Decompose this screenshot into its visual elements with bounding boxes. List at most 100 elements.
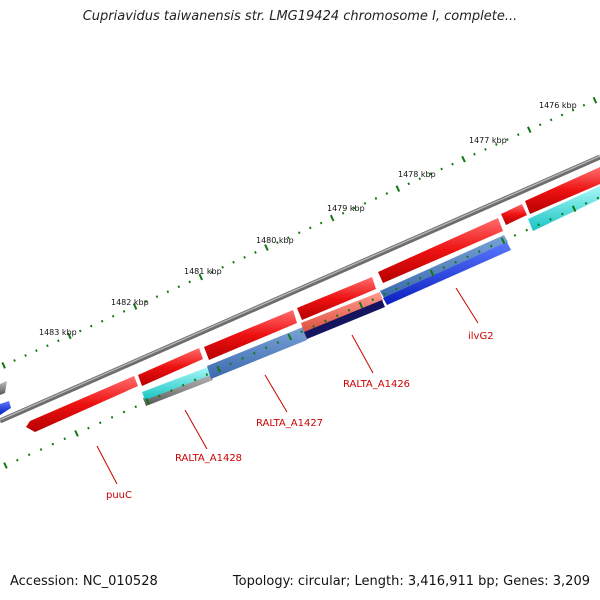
inner-minor-tick xyxy=(584,201,588,205)
kbp-label-1476: 1476 kbp xyxy=(539,101,577,110)
outer-major-tick xyxy=(264,244,269,251)
outer-minor-tick xyxy=(144,300,148,303)
cds-arrow-5[interactable] xyxy=(501,204,527,225)
outer-minor-tick xyxy=(571,108,575,112)
topology-summary: Topology: circular; Length: 3,416,911 bp… xyxy=(232,574,590,589)
inner-minor-tick xyxy=(383,292,386,296)
leader-RALTA_A1426 xyxy=(351,334,374,374)
blue-feature-ilvG2[interactable] xyxy=(383,242,511,305)
outer-minor-tick xyxy=(287,236,290,240)
outer-minor-tick xyxy=(13,359,16,362)
inner-major-tick xyxy=(74,430,79,437)
inner-minor-tick xyxy=(596,196,600,200)
inner-minor-tick xyxy=(27,453,31,457)
gene-label-RALTA_A1428[interactable]: RALTA_A1428 xyxy=(175,453,242,464)
inner-minor-tick xyxy=(442,266,446,269)
inner-minor-tick xyxy=(241,357,244,360)
kbp-label-1482: 1482 kbp xyxy=(111,298,149,307)
outer-major-tick xyxy=(67,332,72,340)
inner-minor-tick xyxy=(158,394,161,398)
inner-minor-tick xyxy=(181,383,185,387)
inner-major-tick xyxy=(3,462,8,469)
leader-puuC xyxy=(96,445,118,485)
outer-minor-tick xyxy=(100,319,104,323)
inner-minor-tick xyxy=(122,410,126,414)
outer-minor-tick xyxy=(341,211,345,215)
inner-minor-tick xyxy=(347,308,351,312)
cds-arrow-3[interactable] xyxy=(297,277,376,320)
cds-arrow-1[interactable] xyxy=(138,348,203,386)
inner-major-tick xyxy=(287,333,293,341)
cds-arrow-2[interactable] xyxy=(204,310,297,360)
inner-minor-tick xyxy=(489,244,493,248)
inner-minor-tick xyxy=(264,346,268,350)
outer-minor-tick xyxy=(35,349,38,352)
inner-minor-tick xyxy=(537,223,540,227)
inner-minor-tick xyxy=(371,298,375,301)
outer-minor-tick xyxy=(78,329,82,333)
cyan-feature-right-edge[interactable] xyxy=(528,186,600,231)
gene-label-puuC[interactable]: puuC xyxy=(106,490,132,501)
gene-label-ilvG2[interactable]: ilvG2 xyxy=(468,331,494,342)
inner-minor-tick xyxy=(418,276,422,280)
reverse-strand-genes xyxy=(142,186,600,406)
outer-minor-tick xyxy=(538,123,542,127)
outer-minor-tick xyxy=(254,251,257,254)
outer-minor-tick xyxy=(516,133,520,136)
outer-major-tick xyxy=(395,185,401,193)
inner-minor-tick xyxy=(395,287,398,291)
outer-minor-tick xyxy=(210,270,213,274)
outer-minor-tick xyxy=(385,192,389,195)
outer-minor-tick xyxy=(24,354,27,357)
inner-major-tick xyxy=(145,397,150,405)
navy-feature-1426[interactable] xyxy=(304,300,385,339)
inner-major-tick xyxy=(500,237,506,245)
chromosome-backbone xyxy=(0,154,600,424)
outer-minor-tick xyxy=(57,339,60,343)
gene-label-RALTA_A1427[interactable]: RALTA_A1427 xyxy=(256,418,323,429)
kbp-label-1481: 1481 kbp xyxy=(184,267,222,276)
kbp-label-1477: 1477 kbp xyxy=(469,136,507,145)
cds-arrow-puuC[interactable] xyxy=(26,376,138,432)
inner-minor-tick xyxy=(312,325,315,328)
inner-minor-tick xyxy=(87,426,90,430)
outer-major-tick xyxy=(526,126,532,134)
inner-minor-tick xyxy=(39,448,43,451)
inner-minor-tick xyxy=(134,405,138,409)
steel-feature-1427[interactable] xyxy=(207,327,307,379)
kbp-label-1478: 1478 kbp xyxy=(398,170,436,179)
outer-minor-tick xyxy=(440,167,443,171)
inner-minor-tick xyxy=(454,260,457,264)
outer-minor-tick xyxy=(166,290,170,294)
salmon-feature-1426[interactable] xyxy=(301,292,383,332)
outer-minor-tick xyxy=(429,172,432,176)
outer-minor-tick xyxy=(319,221,323,225)
inner-minor-tick xyxy=(110,416,114,419)
cyan-feature-1428[interactable] xyxy=(142,367,211,400)
inner-minor-tick xyxy=(561,212,564,216)
inner-minor-tick xyxy=(478,250,481,253)
grey-feature-left-edge[interactable] xyxy=(0,381,7,395)
outer-minor-tick xyxy=(308,226,312,230)
inner-minor-tick xyxy=(229,362,232,366)
outer-minor-tick xyxy=(111,314,115,318)
inner-minor-tick xyxy=(252,351,256,355)
cds-arrow-4[interactable] xyxy=(378,218,503,283)
outer-minor-tick xyxy=(363,202,367,205)
outer-minor-tick xyxy=(495,143,498,146)
inner-minor-tick xyxy=(51,442,55,446)
inner-major-tick xyxy=(358,301,364,309)
outer-major-tick xyxy=(329,214,335,222)
map-title: Cupriavidus taiwanensis str. LMG19424 ch… xyxy=(82,9,518,24)
inner-minor-tick xyxy=(549,218,552,221)
leader-ilvG2 xyxy=(455,287,479,324)
blue-feature-left-edge[interactable] xyxy=(0,401,11,415)
outer-minor-tick xyxy=(506,138,509,141)
gene-labels: ilvG2 RALTA_A1426 RALTA_A1427 RALTA_A142… xyxy=(106,331,494,501)
cds-arrow-6[interactable] xyxy=(525,167,600,214)
inner-major-tick xyxy=(216,365,221,373)
outer-minor-tick xyxy=(560,113,564,117)
gene-label-RALTA_A1426[interactable]: RALTA_A1426 xyxy=(343,379,410,390)
outer-major-tick xyxy=(461,155,466,163)
